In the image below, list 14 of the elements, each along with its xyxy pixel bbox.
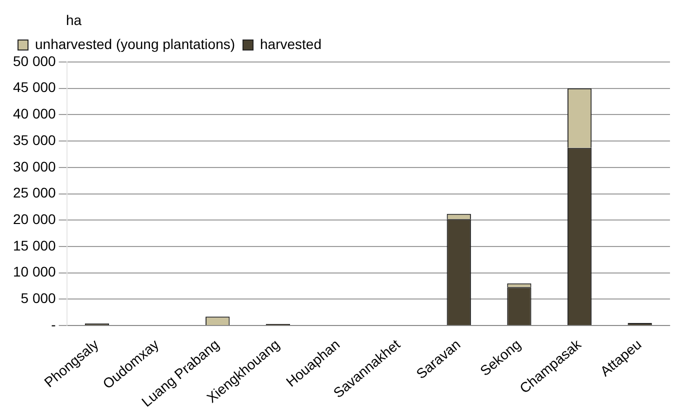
- y-tick-label: 20 000: [12, 211, 56, 228]
- y-tick-label: 15 000: [12, 237, 56, 254]
- y-tick-label: 35 000: [12, 132, 56, 148]
- legend-label: harvested: [260, 36, 322, 52]
- y-tick-label: 45 000: [12, 79, 56, 96]
- y-tick-label: 40 000: [12, 106, 56, 122]
- legend-label: unharvested (young plantations): [35, 36, 236, 52]
- y-tick-label: 30 000: [12, 158, 56, 174]
- y-tick-label: 10 000: [12, 264, 56, 280]
- y-tick-label: 50 000: [12, 52, 56, 69]
- y-tick-label: 5 000: [20, 290, 56, 306]
- y-axis-title: ha: [66, 12, 82, 28]
- y-tick-label: 25 000: [12, 184, 56, 201]
- y-tick-label: -: [51, 316, 56, 332]
